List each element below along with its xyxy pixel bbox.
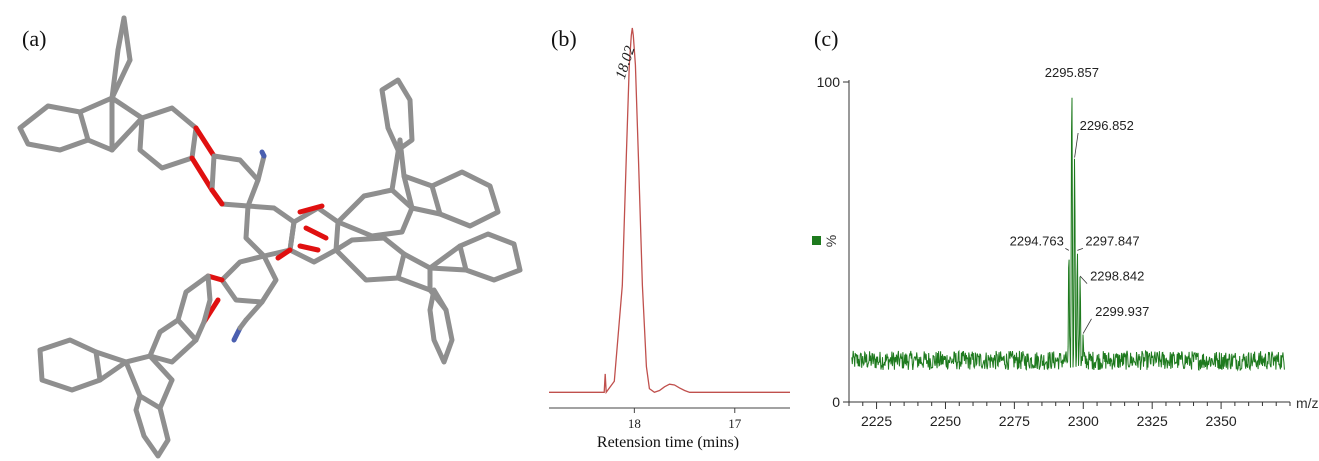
chromatogram-x-ticks: 18 17 (628, 408, 742, 431)
ms-y-axis-label: % (823, 235, 839, 247)
ms-peak-leader (1082, 318, 1092, 334)
ms-peak-label: 2294.763 (1010, 233, 1064, 248)
ms-peak-label: 2295.857 (1045, 65, 1099, 80)
ms-peak-leader (1079, 275, 1088, 284)
triptycene-right-upper (335, 77, 501, 239)
chromatogram-x-tick-label: 18 (628, 416, 641, 431)
chromatogram-trace (549, 27, 790, 395)
triptycene-top-left (17, 15, 199, 171)
ms-peak-label: 2299.937 (1095, 304, 1149, 319)
ms-peak-labels: 2294.763 2295.857 2296.852 2297.847 2298.842… (1010, 65, 1149, 334)
dioxin-ring-top (189, 125, 267, 209)
ms-peak-leader (1077, 248, 1084, 251)
panel-label-a: (a) (22, 26, 47, 51)
panel-label-b: (b) (551, 26, 577, 51)
ms-x-tick-label: 2275 (999, 413, 1030, 429)
ms-x-axis-label: m/z (1296, 395, 1319, 411)
panel-label-c: (c) (814, 26, 839, 51)
ms-peak-leader (1074, 132, 1079, 158)
ms-peak-leader (1065, 248, 1070, 251)
ms-peak-label: 2296.852 (1080, 118, 1134, 133)
chromatogram-x-axis-label: Retension time (mins) (597, 434, 739, 451)
ms-peak-label: 2297.847 (1085, 233, 1139, 248)
molecular-structure (17, 15, 523, 459)
triptycene-right-lower (333, 231, 523, 365)
ms-y-ticks: 0 100 (817, 74, 849, 410)
ms-y-tick-label: 100 (817, 74, 841, 90)
triptycene-bottom-left (37, 317, 199, 459)
ms-spectrum-trace (851, 97, 1285, 372)
ms-x-tick-label: 2225 (861, 413, 892, 429)
ms-x-tick-label: 2325 (1137, 413, 1168, 429)
ms-y-tick-label: 0 (832, 394, 840, 410)
ms-x-ticks: 2225 2250 2275 2300 2325 2350 (848, 402, 1291, 429)
chromatogram-x-tick-label: 17 (728, 416, 742, 431)
central-core (219, 203, 341, 305)
ms-x-tick-label: 2250 (930, 413, 961, 429)
chromatogram-chart: 18 17 18.02 Retension time (mins) (549, 27, 790, 451)
ms-x-tick-label: 2300 (1068, 413, 1099, 429)
ms-x-tick-label: 2350 (1206, 413, 1237, 429)
ms-peak-label: 2298.842 (1090, 269, 1144, 284)
ms-legend-swatch (812, 236, 821, 245)
